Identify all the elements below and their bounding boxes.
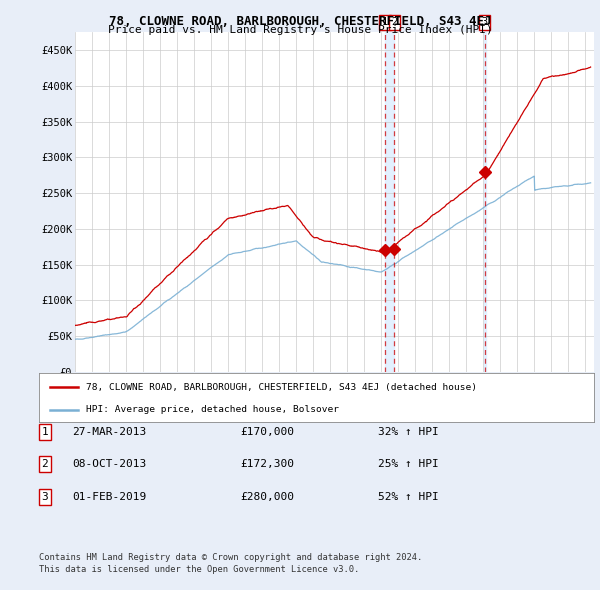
Text: HPI: Average price, detached house, Bolsover: HPI: Average price, detached house, Bols… xyxy=(86,405,339,414)
Text: £280,000: £280,000 xyxy=(240,492,294,502)
Text: 27-MAR-2013: 27-MAR-2013 xyxy=(72,427,146,437)
Text: £172,300: £172,300 xyxy=(240,460,294,469)
Text: 32% ↑ HPI: 32% ↑ HPI xyxy=(378,427,439,437)
Text: 78, CLOWNE ROAD, BARLBOROUGH, CHESTERFIELD, S43 4EJ: 78, CLOWNE ROAD, BARLBOROUGH, CHESTERFIE… xyxy=(109,15,491,28)
Text: 2: 2 xyxy=(41,460,49,469)
Text: 01-FEB-2019: 01-FEB-2019 xyxy=(72,492,146,502)
Text: Price paid vs. HM Land Registry's House Price Index (HPI): Price paid vs. HM Land Registry's House … xyxy=(107,25,493,35)
Bar xyxy=(385,32,394,372)
Text: 08-OCT-2013: 08-OCT-2013 xyxy=(72,460,146,469)
Text: 2: 2 xyxy=(391,17,398,27)
Text: 25% ↑ HPI: 25% ↑ HPI xyxy=(378,460,439,469)
Text: 52% ↑ HPI: 52% ↑ HPI xyxy=(378,492,439,502)
Text: 78, CLOWNE ROAD, BARLBOROUGH, CHESTERFIELD, S43 4EJ (detached house): 78, CLOWNE ROAD, BARLBOROUGH, CHESTERFIE… xyxy=(86,382,477,392)
Text: £170,000: £170,000 xyxy=(240,427,294,437)
Text: 3: 3 xyxy=(41,492,49,502)
Text: Contains HM Land Registry data © Crown copyright and database right 2024.: Contains HM Land Registry data © Crown c… xyxy=(39,553,422,562)
Bar xyxy=(484,32,485,372)
Text: 3: 3 xyxy=(482,17,488,27)
Text: 1: 1 xyxy=(41,427,49,437)
Text: 1: 1 xyxy=(382,17,388,27)
Text: This data is licensed under the Open Government Licence v3.0.: This data is licensed under the Open Gov… xyxy=(39,565,359,573)
